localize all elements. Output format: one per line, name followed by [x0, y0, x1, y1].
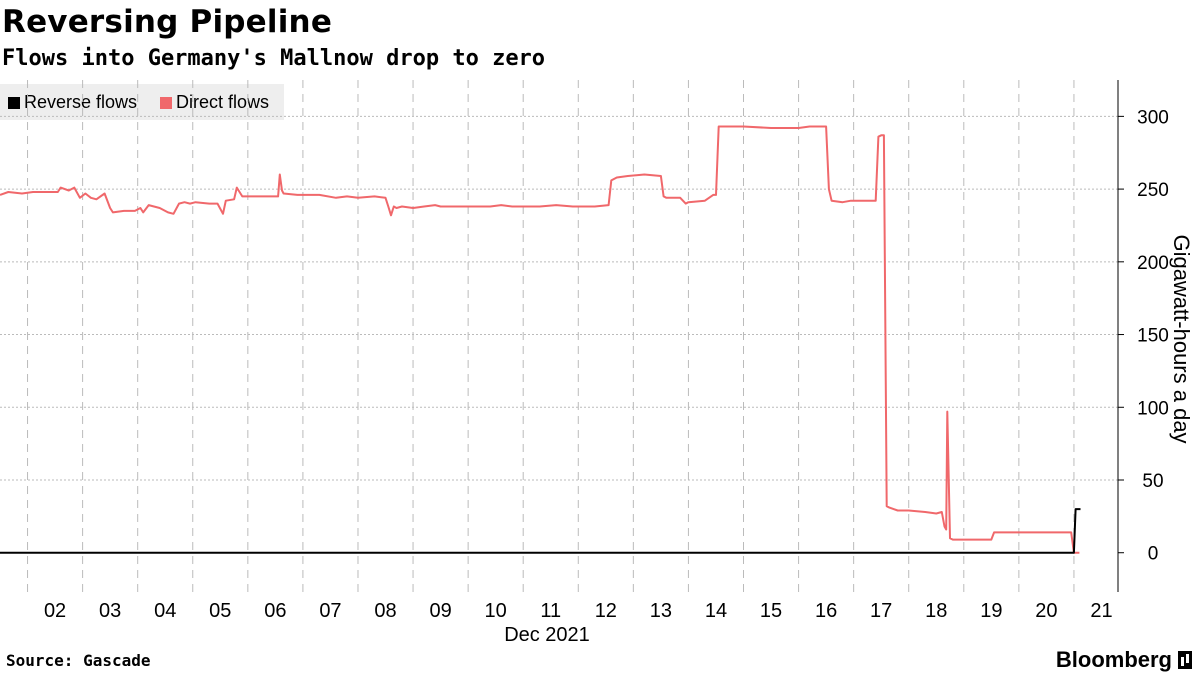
y-axis-label: Gigawatt-hours a day	[1169, 234, 1194, 443]
y-tick-label-0: 0	[1148, 544, 1159, 565]
legend-item-direct: Direct flows	[160, 92, 269, 113]
y-tick-label-150: 150	[1137, 326, 1169, 347]
legend-label-reverse: Reverse flows	[24, 92, 138, 112]
x-tick-label-21: 21	[1090, 600, 1112, 622]
x-tick-label-14: 14	[705, 600, 727, 622]
y-tick-label-250: 250	[1137, 180, 1169, 201]
x-tick-label-15: 15	[760, 600, 782, 622]
x-tick-label-03: 03	[99, 600, 121, 622]
legend-item-reverse: Reverse flows	[8, 92, 137, 113]
x-tick-label-06: 06	[264, 600, 286, 622]
y-tick-label-200: 200	[1137, 253, 1169, 274]
bloomberg-terminal-icon	[1178, 651, 1192, 669]
x-tick-label-13: 13	[650, 600, 672, 622]
series-lines	[0, 125, 1081, 554]
legend-label-direct: Direct flows	[176, 92, 270, 112]
horizontal-gridlines	[0, 115, 1118, 481]
x-tick-label-02: 02	[44, 600, 66, 622]
vertical-gridlines	[27, 80, 1075, 598]
bloomberg-logo: Bloomberg	[1056, 647, 1192, 673]
chart-subtitle: Flows into Germany's Mallnow drop to zer…	[2, 46, 546, 71]
x-tick-label-11: 11	[540, 600, 561, 622]
x-tick-label-09: 09	[429, 600, 451, 622]
x-tick-label-16: 16	[815, 600, 837, 622]
y-tick-label-50: 50	[1142, 471, 1163, 492]
x-axis: 02 03 04 05 06 07 08 09 10 11 12 13 14 15 16 17 18 19 20 21	[44, 600, 1113, 622]
x-axis-label: Dec 2021	[504, 624, 590, 646]
y-tick-label-100: 100	[1137, 398, 1169, 419]
brand-name: Bloomberg	[1055, 647, 1172, 672]
x-tick-label-10: 10	[485, 600, 507, 622]
x-tick-label-19: 19	[980, 600, 1002, 622]
x-tick-label-08: 08	[374, 600, 396, 622]
series-line-reverse-flows	[0, 508, 1081, 554]
y-axis: 0 50 100 150 200 250 300	[1117, 80, 1169, 592]
x-tick-label-20: 20	[1035, 600, 1057, 622]
legend-swatch-direct	[160, 96, 172, 109]
x-tick-label-05: 05	[209, 600, 231, 622]
chart-title: Reversing Pipeline	[2, 4, 333, 40]
legend: Reverse flows Direct flows	[0, 84, 284, 120]
x-tick-label-18: 18	[925, 600, 947, 622]
x-tick-label-07: 07	[319, 600, 341, 622]
legend-swatch-reverse	[8, 96, 20, 109]
y-tick-label-300: 300	[1137, 107, 1169, 128]
x-tick-label-12: 12	[595, 600, 617, 622]
x-tick-label-04: 04	[154, 600, 176, 622]
source-note: Source: Gascade	[6, 651, 151, 670]
series-line-direct-flows	[0, 125, 1080, 554]
x-tick-label-17: 17	[870, 600, 892, 622]
